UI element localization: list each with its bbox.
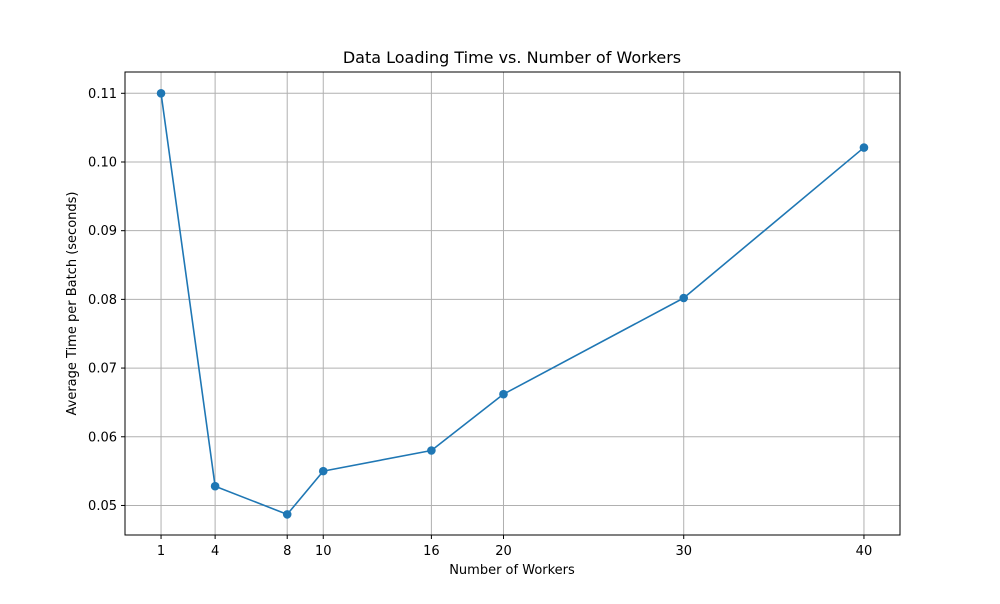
plot-area-frame	[124, 71, 901, 536]
data-point-marker	[859, 143, 869, 152]
y-tick-label: 0.06	[88, 430, 117, 445]
data-point-marker	[427, 446, 436, 455]
x-tick-label: 8	[283, 544, 291, 559]
grid	[125, 72, 900, 535]
data-series	[156, 88, 869, 519]
x-tick-label: 4	[211, 544, 219, 559]
y-axis-label: Average Time per Batch (seconds)	[65, 192, 80, 416]
y-tick-label: 0.07	[88, 362, 117, 377]
x-tick-label: 20	[495, 544, 512, 559]
y-tick-label: 0.10	[88, 155, 117, 170]
data-point-marker	[679, 293, 689, 303]
chart-title: Data Loading Time vs. Number of Workers	[343, 48, 681, 67]
x-tick-label: 10	[315, 544, 332, 559]
y-tick-label: 0.09	[88, 224, 117, 239]
series-line	[160, 93, 865, 516]
data-point-marker	[318, 466, 328, 476]
x-tick-label: 40	[856, 544, 873, 559]
data-point-marker	[156, 88, 166, 98]
y-axis-ticks: 0.05 0.06 0.07 0.08 0.09 0.10 0.11	[88, 87, 125, 514]
x-axis-label: Number of Workers	[449, 563, 575, 578]
y-tick-label: 0.11	[88, 87, 117, 102]
data-point-marker	[210, 481, 220, 491]
data-point-marker	[282, 510, 292, 519]
data-point-marker	[499, 389, 508, 399]
x-axis-ticks: 1 4 8 10 16 20 30 40	[157, 535, 872, 559]
y-tick-label: 0.08	[88, 293, 117, 308]
x-tick-label: 1	[157, 544, 165, 559]
x-tick-label: 16	[423, 544, 440, 559]
y-tick-label: 0.05	[88, 499, 117, 514]
x-tick-label: 30	[675, 544, 692, 559]
